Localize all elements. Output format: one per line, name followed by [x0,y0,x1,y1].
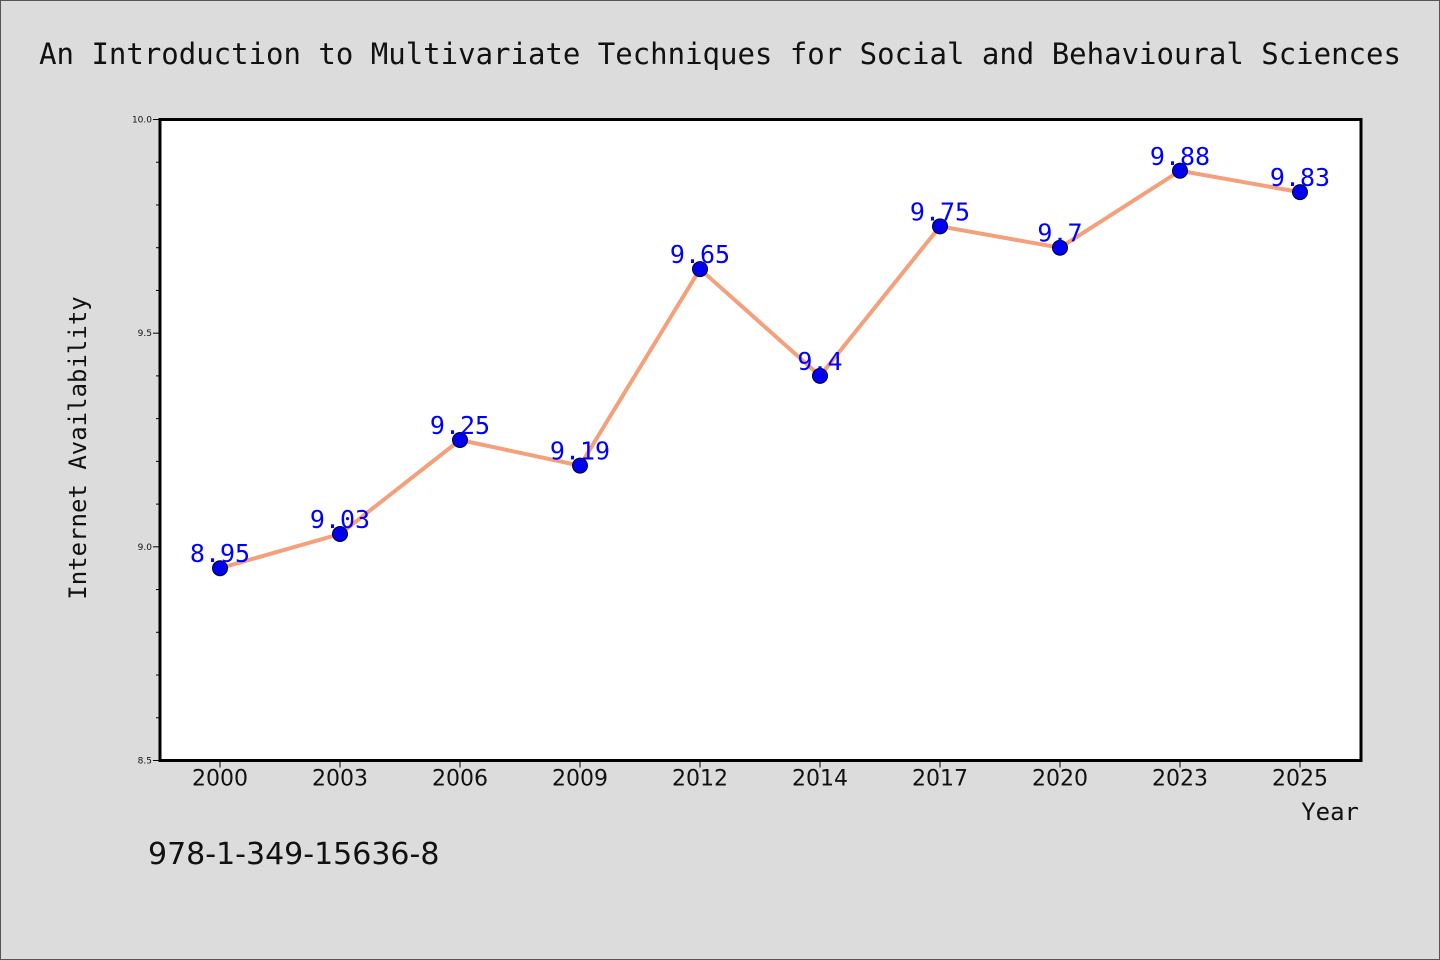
data-label: 9.25 [430,411,490,440]
data-label: 9.7 [1037,219,1082,248]
series-group [212,162,1308,577]
y-tick-label: 9.0 [138,543,153,553]
data-point [1172,162,1188,179]
data-point [212,560,228,577]
series-line [219,168,1301,571]
x-tick-label: 2009 [552,767,608,792]
x-tick-label: 2014 [792,767,848,792]
data-point [932,218,948,235]
data-label: 9.65 [670,240,730,269]
data-label: 9.83 [1270,163,1330,192]
data-point [1052,239,1068,256]
data-label: 9.03 [310,505,370,534]
x-tick-label: 2000 [192,767,248,792]
data-point [692,261,708,278]
y-tick-label: 9.5 [138,329,152,339]
x-axis: 2000 2003 2006 2009 2012 2014 2017 2020 2023 2025 [192,760,1328,792]
data-label: 8.95 [190,539,250,568]
data-label: 9.4 [797,347,842,376]
plot-area [158,118,1363,762]
data-labels: 8.95 9.03 9.25 9.19 9.65 9.4 9.75 9.7 9.88 9.83 [190,142,1330,568]
x-axis-label: Year [1301,798,1359,826]
chart-title: An Introduction to Multivariate Techniqu… [39,37,1401,71]
isbn-text: 978-1-349-15636-8 [148,837,439,872]
y-axis-label: Internet Availability [64,296,92,599]
data-label: 9.88 [1150,142,1210,171]
x-tick-label: 2012 [672,767,728,792]
x-tick-label: 2003 [312,767,368,792]
y-axis: 8.5 9.0 9.5 10.0 [132,116,160,767]
data-point [812,367,828,384]
data-label: 9.75 [910,197,970,226]
x-tick-label: 2023 [1152,767,1208,792]
x-tick-label: 2017 [912,767,968,792]
data-point [452,432,468,448]
x-tick-label: 2006 [432,767,488,792]
data-point [1292,184,1308,201]
y-tick-label: 8.5 [138,757,152,767]
y-tick-label: 10.0 [132,116,152,126]
data-label: 9.19 [550,437,610,466]
data-point [332,526,348,543]
x-tick-label: 2025 [1272,767,1328,792]
x-tick-label: 2020 [1032,767,1088,792]
data-point [572,457,588,474]
